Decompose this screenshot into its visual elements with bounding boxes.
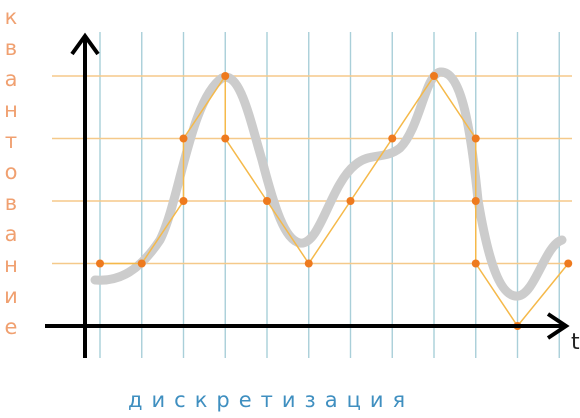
sample-point	[430, 72, 438, 80]
sampled-signal-line	[100, 73, 569, 328]
sample-point	[471, 134, 480, 143]
quantization-label-letter: а	[4, 222, 18, 246]
sample-point	[137, 259, 146, 268]
sample-point	[564, 259, 573, 268]
quantization-label-letter: в	[4, 36, 18, 60]
sample-point	[346, 197, 355, 205]
sample-point	[471, 197, 480, 205]
sample-point	[179, 134, 188, 143]
quantization-label-letter: к	[4, 5, 18, 29]
quantization-label-letter: а	[4, 67, 18, 91]
sample-point	[221, 72, 230, 80]
sampling-label: дискретизация	[128, 388, 415, 412]
sample-point	[179, 197, 188, 205]
x-axis-arrow	[546, 312, 570, 340]
quantization-label-letter: н	[4, 253, 18, 277]
quantization-label-letter: н	[4, 98, 18, 122]
quantization-label-letter: в	[4, 191, 18, 215]
axes	[45, 32, 570, 358]
analog-signal-curve	[90, 67, 567, 301]
quantization-label-letter: и	[4, 284, 18, 308]
quantization-label-letter: е	[4, 315, 18, 339]
y-axis-arrow	[70, 32, 100, 56]
sample-point	[471, 259, 480, 268]
vertical-gridlines	[99, 32, 560, 358]
sample-point	[304, 259, 313, 268]
quantization-label-letter: т	[4, 129, 18, 153]
sample-point	[388, 134, 397, 143]
time-axis-label: t	[571, 330, 580, 355]
sample-point	[96, 259, 104, 268]
sample-point	[221, 134, 230, 143]
sample-point	[263, 197, 271, 205]
quantization-label-letter: о	[4, 160, 18, 184]
